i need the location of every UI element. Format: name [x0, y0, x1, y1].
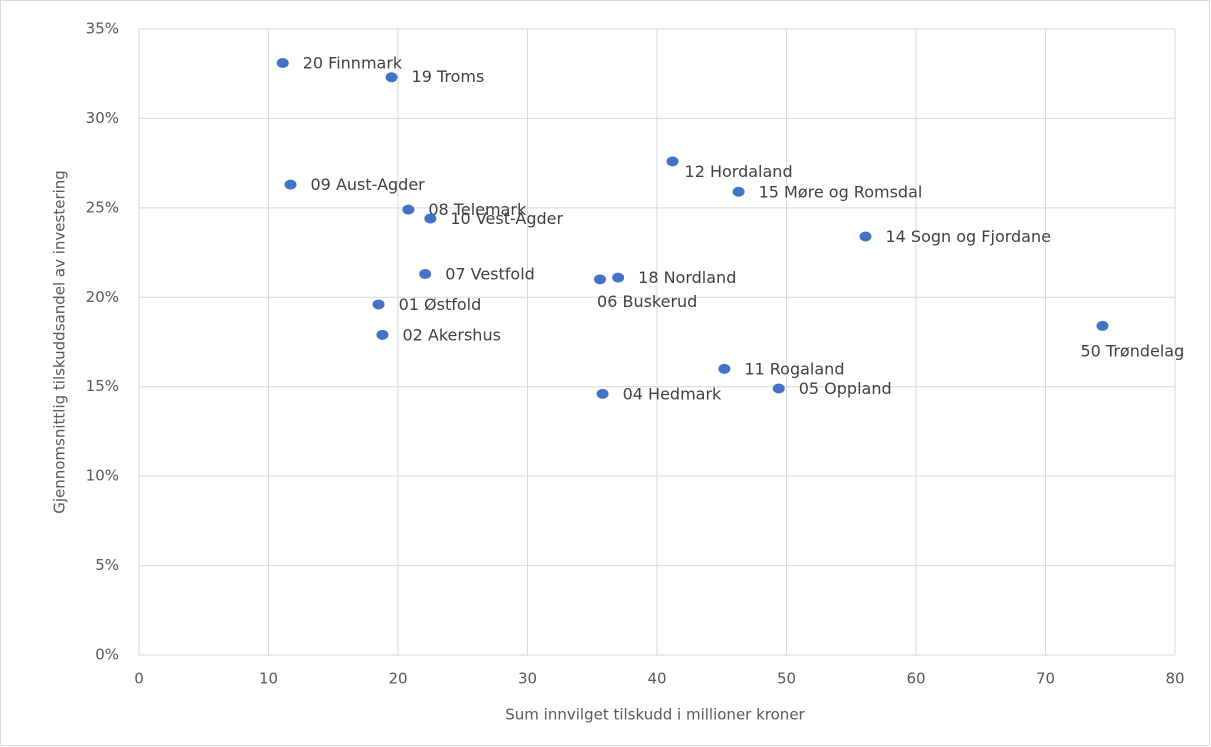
point-label: 09 Aust-Agder	[311, 175, 426, 194]
y-tick-label: 20%	[86, 288, 119, 306]
x-tick-label: 30	[518, 670, 537, 688]
point	[376, 329, 389, 340]
point-label: 14 Sogn og Fjordane	[885, 227, 1050, 246]
x-tick-label: 10	[259, 670, 278, 688]
point	[596, 388, 609, 399]
x-tick-label: 80	[1165, 670, 1184, 688]
point-label: 20 Finnmark	[303, 53, 403, 72]
y-tick-label: 10%	[86, 467, 119, 485]
point	[666, 156, 679, 167]
point-label: 50 Trøndelag	[1080, 341, 1184, 360]
y-axis-title: Gjennomsnittlig tilskuddsandel av invest…	[51, 170, 69, 514]
point-label: 06 Buskerud	[597, 292, 697, 311]
x-axis-title: Sum innvilget tilskudd i millioner krone…	[505, 706, 805, 724]
point	[594, 274, 607, 285]
y-tick-label: 5%	[95, 556, 119, 574]
y-tick-label: 35%	[86, 20, 119, 38]
point-label: 08 Telemark	[428, 200, 527, 219]
point-label: 11 Rogaland	[744, 359, 844, 378]
point	[772, 383, 785, 394]
point-label: 15 Møre og Romsdal	[759, 182, 923, 201]
point-label: 02 Akershus	[402, 325, 500, 344]
point	[718, 363, 731, 374]
y-tick-label: 15%	[86, 377, 119, 395]
point	[732, 186, 745, 197]
point-label: 10 Vest-Agder	[450, 209, 563, 228]
point-label: 04 Hedmark	[623, 384, 722, 403]
point	[1096, 320, 1109, 331]
point-label: 01 Østfold	[399, 295, 482, 314]
y-tick-label: 25%	[86, 198, 119, 216]
point	[424, 213, 437, 224]
point-label: 07 Vestfold	[445, 265, 535, 284]
x-tick-label: 20	[388, 670, 407, 688]
y-tick-label: 0%	[95, 646, 119, 664]
point	[385, 72, 398, 83]
point	[859, 231, 872, 242]
point-label: 05 Oppland	[799, 379, 892, 398]
x-tick-label: 0	[134, 670, 144, 688]
x-tick-label: 70	[1036, 670, 1055, 688]
x-tick-label: 40	[647, 670, 666, 688]
point-label: 18 Nordland	[638, 268, 736, 287]
point-label: 12 Hordaland	[685, 162, 793, 181]
point	[612, 272, 625, 283]
point	[276, 57, 289, 68]
x-tick-label: 60	[906, 670, 925, 688]
point	[419, 269, 432, 280]
point	[284, 179, 297, 190]
x-tick-label: 50	[777, 670, 796, 688]
point	[372, 299, 385, 310]
point-label: 19 Troms	[412, 67, 485, 86]
y-tick-label: 30%	[86, 109, 119, 127]
point	[402, 204, 415, 215]
